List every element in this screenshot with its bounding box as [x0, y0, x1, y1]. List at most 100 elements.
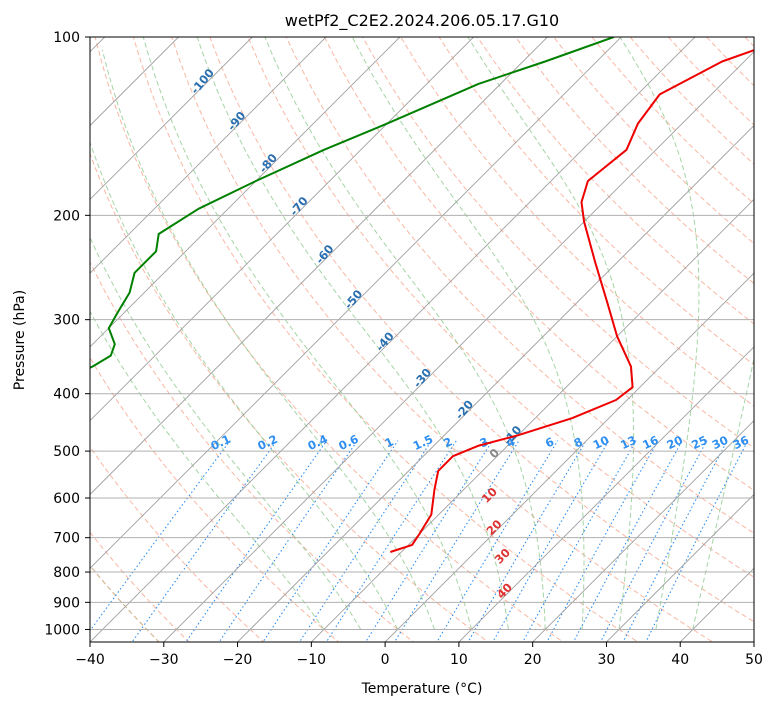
mixing-ratio-line: [572, 440, 683, 642]
dry-adiabat: [362, 37, 754, 449]
dry-adiabat: [438, 37, 754, 366]
isotherm-line: [532, 420, 754, 642]
isotherm-line: [90, 37, 327, 274]
chart-title: wetPf2_C2E2.2024.206.05.17.G10: [285, 11, 559, 31]
isotherm-line: [0, 10, 58, 654]
x-tick-label: 20: [524, 652, 542, 668]
x-tick-label: −10: [297, 652, 327, 668]
mixing-ratio-label: 1.5: [411, 432, 435, 453]
y-tick-label: 200: [53, 208, 80, 224]
x-tick-label: 0: [381, 652, 390, 668]
moist-adiabat: [264, 37, 546, 630]
moist-adiabat: [142, 37, 472, 630]
dry-adiabat: [553, 37, 754, 245]
mixing-ratio-label: 13: [618, 433, 638, 452]
dry-adiabat: [90, 152, 490, 642]
moist-adiabat-label: 40: [494, 580, 515, 601]
moist-adiabat: [619, 37, 700, 630]
x-tick-label: 40: [671, 652, 689, 668]
dry-adiabat-label: -20: [452, 397, 476, 422]
mixing-ratio-line: [645, 440, 749, 642]
y-tick-label: 300: [53, 313, 80, 329]
x-axis-ticks: −40 −30 −20 −10 0 10 20 30 40 50: [75, 642, 763, 668]
dry-adiabat: [744, 37, 754, 47]
isotherm-line: [90, 37, 696, 642]
isotherm-line: [90, 37, 401, 348]
mixing-ratio-line: [90, 440, 231, 632]
mixing-ratio-line: [522, 440, 637, 642]
x-tick-label: 50: [745, 652, 763, 668]
dry-adiabat: [705, 37, 754, 87]
mixing-ratio-line: [365, 440, 493, 642]
dry-adiabat: [90, 356, 340, 642]
dry-adiabat: [667, 37, 754, 126]
moist-adiabat: [90, 310, 325, 630]
mixing-ratio-label: 20: [665, 433, 685, 452]
y-tick-label: 500: [53, 444, 80, 460]
moist-adiabat: [692, 356, 754, 630]
moist-adiabat-label: 20: [483, 517, 504, 538]
x-axis-label: Temperature (°C): [361, 681, 483, 697]
dry-adiabat: [90, 260, 415, 642]
x-tick-label: −40: [75, 652, 105, 668]
dry-adiabat: [514, 37, 754, 285]
mixing-ratio-line: [325, 440, 457, 642]
dry-adiabat-label: -100: [188, 66, 217, 97]
dry-adiabat: [132, 37, 639, 642]
mixing-ratio-line: [599, 440, 708, 642]
mixing-ratio-line: [546, 440, 659, 642]
y-tick-label: 100: [53, 30, 80, 46]
mixing-ratio-line: [131, 440, 278, 642]
y-axis-label: Pressure (hPa): [12, 290, 28, 390]
isotherm-line: [753, 641, 754, 642]
mixing-ratio-line: [492, 440, 610, 642]
dry-adiabat: [591, 37, 754, 205]
isotherm-line: [90, 37, 253, 200]
isotherm-line: [90, 37, 622, 569]
moist-adiabat: [467, 37, 635, 630]
dry-adiabat-label: -60: [313, 242, 337, 267]
dewpoint-profile-line: [90, 37, 615, 369]
moist-adiabat-label: 0: [487, 446, 503, 462]
mixing-ratio-label: 10: [591, 433, 611, 452]
isotherm-line: [90, 37, 475, 422]
y-tick-label: 800: [53, 565, 80, 581]
dry-adiabat: [90, 531, 190, 642]
dry-adiabat: [171, 37, 714, 642]
mixing-ratio-label: 25: [689, 433, 709, 452]
data-series: [90, 37, 754, 553]
moist-adiabat-label: 10: [479, 485, 500, 506]
dry-adiabat: [285, 37, 754, 535]
moist-adiabat-label: 30: [492, 545, 513, 566]
isotherm-line: [163, 51, 754, 642]
mixing-ratio-label: 36: [731, 433, 751, 452]
dry-adiabat: [209, 37, 754, 623]
isotherm-line: [384, 272, 754, 642]
dry-adiabat-label: -90: [224, 109, 248, 134]
y-tick-label: 400: [53, 387, 80, 403]
isotherm-line: [236, 124, 754, 642]
mixing-ratio-label: 30: [710, 433, 730, 452]
x-tick-label: −20: [223, 652, 253, 668]
x-tick-label: 30: [598, 652, 616, 668]
dry-adiabat-label: -50: [341, 287, 365, 312]
dry-adiabat-label: -30: [410, 365, 434, 390]
mixing-ratio-label: 16: [640, 433, 660, 452]
mixing-ratio-line: [298, 440, 433, 642]
plot-frame: [89, 36, 755, 643]
isotherm-line: [458, 346, 754, 642]
isotherm-line: [679, 567, 754, 642]
special-adiabat: [90, 564, 160, 642]
mixing-ratio-label: 0.2: [255, 432, 279, 453]
dry-adiabat: [90, 446, 265, 642]
isotherm-line: [90, 37, 549, 496]
isotherm-line: [90, 37, 180, 127]
dry-adiabat-label: -40: [373, 329, 397, 354]
isotherm-line: [605, 493, 754, 642]
mixing-ratio-line: [467, 440, 587, 642]
x-tick-label: 10: [450, 652, 468, 668]
temperature-profile-line: [389, 49, 754, 553]
dry-adiabat: [400, 37, 754, 407]
line-labels: 0.1 0.2 0.4 0.6 1 1.5 2 3 4 6 8 10 13 16 20 25 30 36-100-…: [188, 66, 751, 602]
